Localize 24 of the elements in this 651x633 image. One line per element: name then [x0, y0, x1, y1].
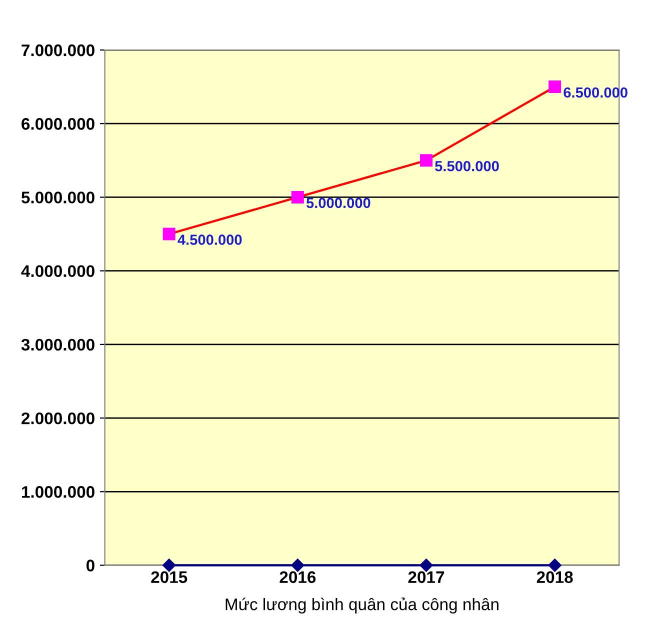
data-label: 5.500.000 — [435, 160, 499, 172]
y-tick-label: 3.000.000 — [21, 338, 94, 351]
x-axis-title: Mức lương bình quân của công nhân — [226, 597, 498, 614]
point — [291, 190, 304, 204]
x-tick-label: 2016 — [280, 571, 316, 584]
x-tick-label: 2017 — [408, 571, 444, 584]
y-tick-label: 2.000.000 — [22, 412, 94, 424]
data-label: 5.000.000 — [306, 198, 370, 208]
y-tick-label: 0 — [86, 560, 94, 572]
point — [420, 154, 432, 167]
y-tick-label: 6.000.000 — [22, 118, 94, 130]
point — [162, 558, 176, 572]
y-tick-label: 1.000.000 — [22, 486, 94, 498]
y-tick-label: 4.000.000 — [21, 265, 94, 278]
point — [291, 558, 304, 572]
y-tick-label: 7.000.000 — [22, 44, 94, 56]
x-tick-label: 2015 — [151, 571, 188, 584]
point — [548, 558, 562, 572]
point — [548, 80, 562, 94]
point — [420, 558, 433, 572]
y-tick-label: 5.000.000 — [21, 192, 94, 204]
data-label: 4.500.000 — [178, 234, 242, 245]
point — [162, 228, 176, 240]
x-tick-label: 2018 — [536, 571, 573, 584]
